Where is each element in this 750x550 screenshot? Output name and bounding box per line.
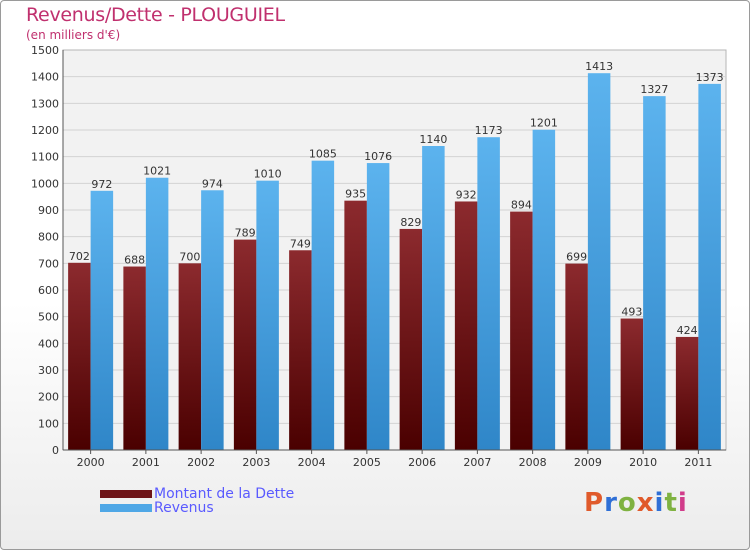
data-label-revenus: 1010 xyxy=(254,168,282,181)
y-tick-label: 900 xyxy=(38,204,59,217)
y-tick-label: 1300 xyxy=(31,97,59,110)
bar-dette xyxy=(675,336,699,450)
data-label-revenus: 1140 xyxy=(419,133,447,146)
plot-area xyxy=(62,49,727,451)
data-label-dette: 829 xyxy=(400,216,421,229)
y-tick-label: 1000 xyxy=(31,177,59,190)
logo-letter: P xyxy=(584,488,605,518)
bar-revenus xyxy=(90,190,114,451)
bar-dette xyxy=(510,211,533,450)
bar-revenus xyxy=(256,180,279,450)
x-tick-label: 2010 xyxy=(629,456,657,469)
y-tick-label: 300 xyxy=(38,364,59,377)
logo-letter: r xyxy=(604,488,618,518)
data-label-dette: 894 xyxy=(511,199,532,212)
logo-letter: i xyxy=(677,488,688,518)
bar-revenus xyxy=(422,146,445,450)
bar-revenus xyxy=(145,177,169,450)
x-tick-label: 2007 xyxy=(463,456,491,469)
bar-dette xyxy=(454,201,478,450)
y-tick-label: 400 xyxy=(38,337,59,350)
data-label-dette: 493 xyxy=(621,306,642,319)
y-tick-label: 200 xyxy=(38,391,59,404)
y-tick-label: 1500 xyxy=(31,44,59,57)
data-label-revenus: 1076 xyxy=(364,150,392,163)
chart-title: Revenus/Dette - PLOUGUIEL xyxy=(26,4,285,26)
data-label-dette: 699 xyxy=(566,251,587,264)
legend-item-dette: Montant de la Dette xyxy=(100,486,294,502)
bar-dette xyxy=(68,262,91,450)
chart-subtitle: (en milliers d'€) xyxy=(26,28,121,42)
x-tick-label: 2000 xyxy=(77,456,105,469)
bar-revenus xyxy=(366,163,390,451)
y-tick-label: 600 xyxy=(38,284,59,297)
bar-dette xyxy=(399,228,423,450)
legend-label-revenus: Revenus xyxy=(154,500,214,516)
x-tick-label: 2001 xyxy=(132,456,160,469)
bar-revenus xyxy=(201,190,224,450)
y-tick-label: 500 xyxy=(38,311,59,324)
legend-swatch-dette xyxy=(100,490,152,498)
data-label-dette: 688 xyxy=(124,254,145,267)
data-label-dette: 700 xyxy=(179,250,200,263)
y-tick-label: 1200 xyxy=(31,124,59,137)
y-tick-label: 0 xyxy=(52,444,59,457)
data-label-dette: 749 xyxy=(290,237,311,250)
legend-label-dette: Montant de la Dette xyxy=(154,486,295,502)
bar-revenus xyxy=(643,96,666,450)
logo-letter: x xyxy=(636,488,655,518)
data-label-dette: 789 xyxy=(235,227,256,240)
x-tick-label: 2003 xyxy=(242,456,270,469)
bar-dette xyxy=(344,200,367,450)
x-tick-label: 2006 xyxy=(408,456,436,469)
data-label-revenus: 1021 xyxy=(143,165,171,178)
bar-revenus xyxy=(532,129,556,450)
x-tick-label: 2004 xyxy=(298,456,326,469)
data-label-revenus: 974 xyxy=(202,177,223,190)
legend-item-revenus: Revenus xyxy=(100,500,214,516)
data-label-dette: 424 xyxy=(677,324,698,337)
bar-revenus xyxy=(587,73,611,450)
x-tick-label: 2002 xyxy=(187,456,215,469)
logo-letter: t xyxy=(664,488,678,518)
bar-dette xyxy=(233,239,257,450)
bar-revenus xyxy=(477,137,500,450)
logo-letter: o xyxy=(617,488,637,518)
data-label-dette: 702 xyxy=(69,250,90,263)
x-tick-label: 2008 xyxy=(519,456,547,469)
data-label-revenus: 1201 xyxy=(530,117,558,130)
data-label-dette: 932 xyxy=(456,188,477,201)
bar-revenus xyxy=(698,83,721,450)
data-label-revenus: 1373 xyxy=(696,71,724,84)
x-tick-label: 2005 xyxy=(353,456,381,469)
data-label-revenus: 1413 xyxy=(585,60,613,73)
data-label-revenus: 1173 xyxy=(475,124,503,137)
x-tick-label: 2011 xyxy=(684,456,712,469)
data-label-dette: 935 xyxy=(345,188,366,201)
legend-swatch-revenus xyxy=(100,504,152,512)
bar-dette xyxy=(123,266,146,450)
logo-letter: i xyxy=(654,488,665,518)
bar-dette xyxy=(620,318,644,450)
proxiti-logo: Proxiti xyxy=(584,488,688,518)
data-label-revenus: 1085 xyxy=(309,148,337,161)
bar-revenus xyxy=(311,160,335,450)
data-label-revenus: 972 xyxy=(91,178,112,191)
y-tick-label: 1400 xyxy=(31,71,59,84)
x-tick-label: 2009 xyxy=(574,456,602,469)
data-label-revenus: 1327 xyxy=(640,83,668,96)
bar-dette xyxy=(565,263,588,450)
bar-dette xyxy=(178,263,202,450)
y-tick-label: 800 xyxy=(38,231,59,244)
y-tick-label: 700 xyxy=(38,257,59,270)
y-tick-label: 100 xyxy=(38,417,59,430)
bar-dette xyxy=(289,250,312,450)
y-tick-label: 1100 xyxy=(31,151,59,164)
